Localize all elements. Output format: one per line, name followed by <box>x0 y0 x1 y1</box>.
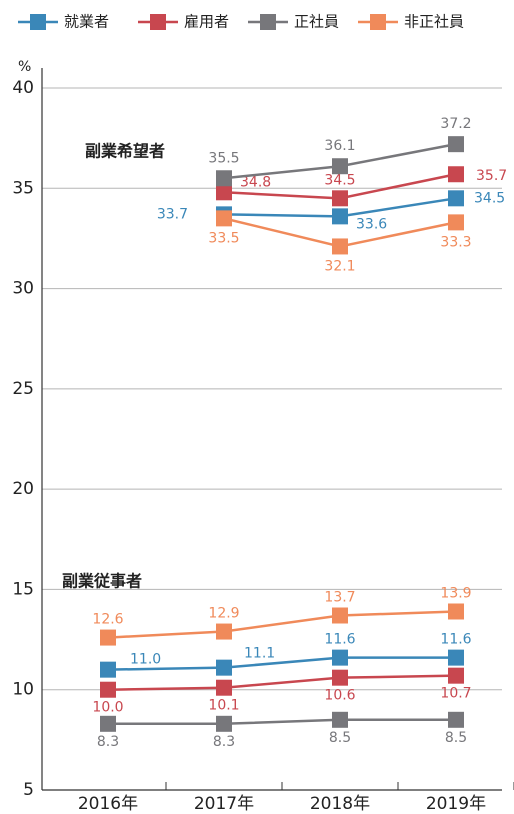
x-tick-label: 2019年 <box>426 794 486 814</box>
legend-marker <box>150 14 166 30</box>
value-label: 11.0 <box>130 652 161 668</box>
point-marker <box>100 715 116 732</box>
series-line <box>107 656 456 671</box>
point-marker <box>216 659 232 676</box>
value-label: 8.5 <box>445 730 467 746</box>
point-marker <box>100 681 116 698</box>
y-tick-label: 30 <box>12 279 34 299</box>
y-tick-label: 25 <box>12 379 34 399</box>
value-label: 12.6 <box>92 612 123 628</box>
point-marker <box>100 629 116 646</box>
point-marker <box>216 210 232 227</box>
group-label: 副業従事者 <box>62 572 142 591</box>
point-marker <box>332 238 348 255</box>
point-marker <box>448 214 464 231</box>
legend-label: 雇用者 <box>184 13 229 31</box>
point-marker <box>216 170 232 187</box>
x-tick-label: 2018年 <box>310 794 370 814</box>
value-label: 34.8 <box>240 174 271 190</box>
legend-marker <box>260 14 276 30</box>
point-marker <box>216 623 232 640</box>
y-tick-label: 10 <box>12 680 34 700</box>
point-marker <box>332 208 348 225</box>
value-label: 8.3 <box>213 734 235 750</box>
value-label: 34.5 <box>474 190 505 206</box>
value-label: 33.6 <box>356 216 387 232</box>
legend-label: 正社員 <box>294 13 339 31</box>
point-marker <box>332 649 348 666</box>
y-unit: % <box>18 59 31 75</box>
point-marker <box>216 184 232 201</box>
value-label: 10.7 <box>440 686 471 702</box>
value-label: 12.9 <box>208 606 239 622</box>
point-marker <box>448 136 464 153</box>
value-label: 13.7 <box>324 590 355 606</box>
value-label: 35.7 <box>476 168 507 184</box>
legend-marker <box>370 14 386 30</box>
point-marker <box>448 603 464 620</box>
series-line <box>107 674 457 691</box>
y-tick-label: 40 <box>12 78 34 98</box>
y-tick-label: 35 <box>12 178 34 198</box>
point-marker <box>100 661 116 678</box>
point-marker <box>332 158 348 175</box>
y-tick-label: 5 <box>23 780 34 800</box>
value-label: 33.7 <box>157 206 188 222</box>
group-label: 副業希望者 <box>85 142 165 161</box>
value-label: 10.0 <box>92 700 123 716</box>
value-label: 33.5 <box>208 230 239 246</box>
point-marker <box>332 190 348 207</box>
point-marker <box>448 649 464 666</box>
value-label: 10.6 <box>324 688 355 704</box>
point-marker <box>448 190 464 207</box>
value-label: 33.3 <box>440 234 471 250</box>
point-marker <box>332 711 348 728</box>
value-label: 35.5 <box>208 150 239 166</box>
value-label: 34.5 <box>324 172 355 188</box>
series-line <box>108 718 456 726</box>
value-label: 8.3 <box>97 734 119 750</box>
point-marker <box>448 711 464 728</box>
value-label: 37.2 <box>440 116 471 132</box>
value-label: 11.1 <box>244 646 275 662</box>
value-label: 11.6 <box>440 632 471 648</box>
y-tick-label: 15 <box>12 579 34 599</box>
value-label: 32.1 <box>324 258 355 274</box>
point-marker <box>448 667 464 684</box>
value-label: 11.6 <box>324 632 355 648</box>
y-tick-label: 20 <box>12 479 34 499</box>
legend-label: 非正社員 <box>404 13 464 31</box>
x-tick-label: 2016年 <box>78 794 138 814</box>
value-label: 36.1 <box>324 138 355 154</box>
legend-marker <box>30 14 46 30</box>
value-label: 8.5 <box>329 730 351 746</box>
point-marker <box>216 679 232 696</box>
series-line <box>107 610 457 639</box>
x-tick-label: 2017年 <box>194 794 254 814</box>
value-label: 13.9 <box>440 585 471 601</box>
legend-label: 就業者 <box>64 13 109 31</box>
point-marker <box>332 607 348 624</box>
value-label: 10.1 <box>208 698 239 714</box>
point-marker <box>448 166 464 183</box>
point-marker <box>332 669 348 686</box>
point-marker <box>216 715 232 732</box>
